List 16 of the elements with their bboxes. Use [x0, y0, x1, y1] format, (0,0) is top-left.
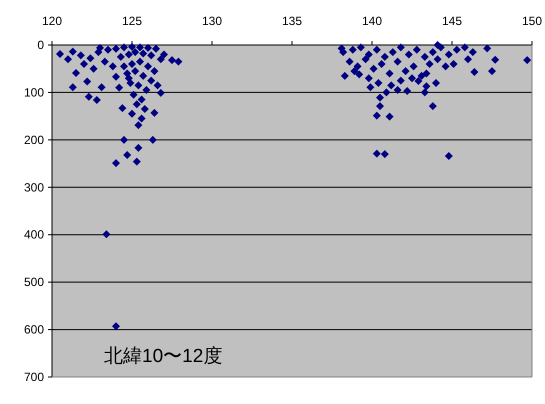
x-tick-label: 125 [122, 14, 142, 28]
y-tick-label: 200 [24, 132, 44, 147]
y-tick-label: 100 [24, 85, 44, 100]
y-tick-label: 300 [24, 180, 44, 194]
x-tick-label: 130 [202, 14, 222, 28]
x-tick-label: 135 [282, 14, 302, 28]
y-tick-label: 600 [24, 322, 44, 337]
x-tick-label: 145 [442, 14, 462, 28]
y-tick-label: 700 [24, 370, 44, 384]
y-tick-label: 0 [37, 38, 44, 52]
x-tick-label: 120 [42, 14, 62, 28]
x-tick-label: 140 [362, 14, 382, 28]
annotation: 北緯10〜12度 [104, 345, 222, 367]
y-tick-label: 500 [24, 275, 44, 290]
x-tick-label: 150 [522, 14, 542, 28]
y-tick-label: 400 [24, 228, 44, 242]
